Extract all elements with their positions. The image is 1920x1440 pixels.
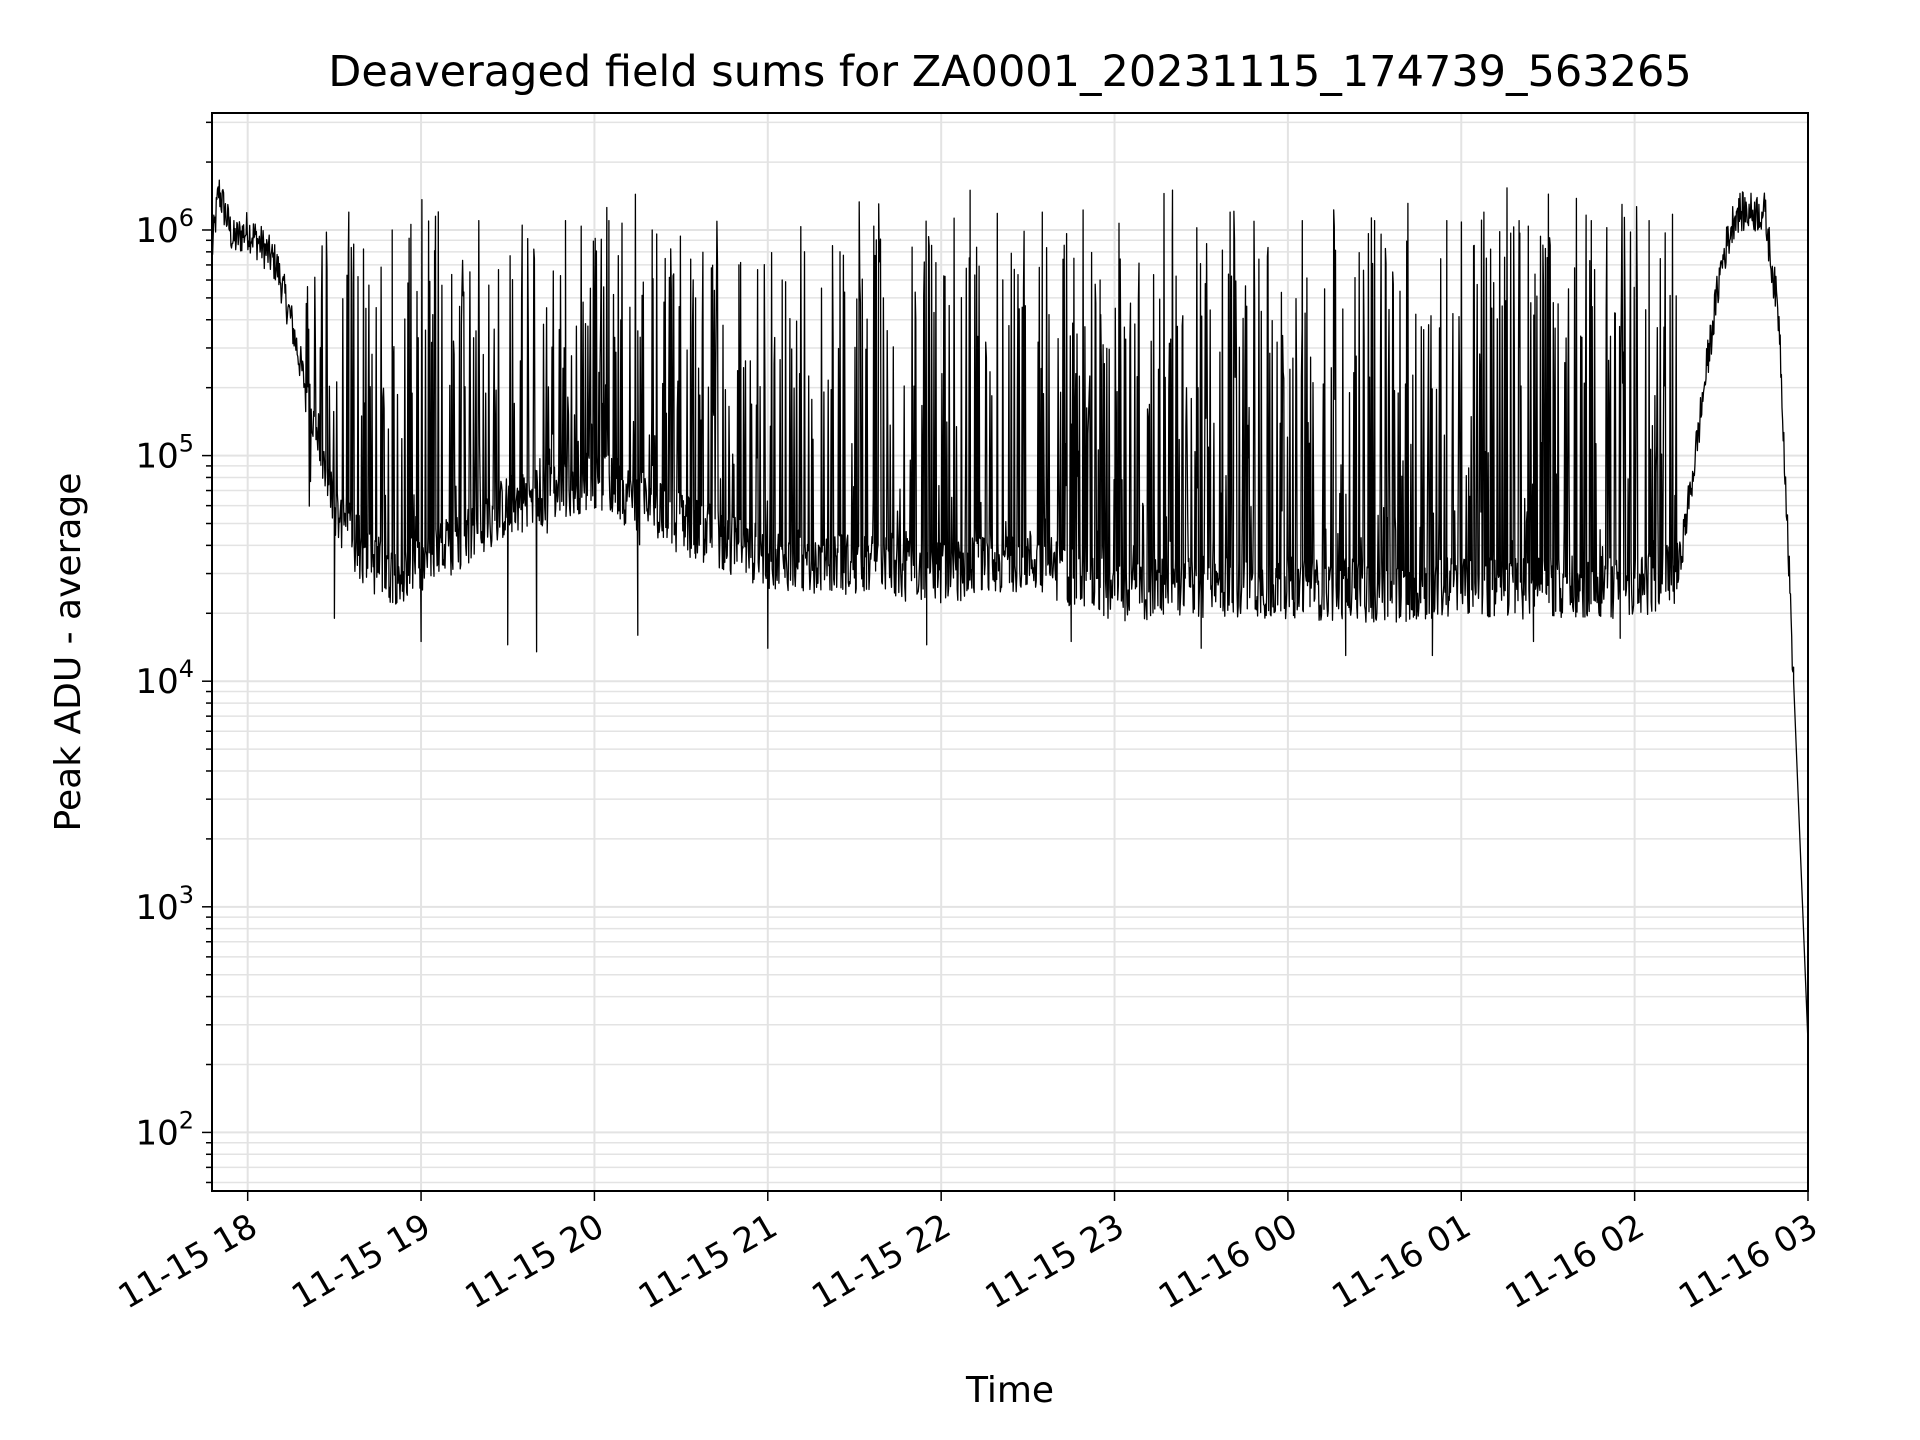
y-tick-exponent: 4 bbox=[179, 655, 194, 683]
y-axis-label: Peak ADU - average bbox=[48, 473, 89, 832]
y-tick-exponent: 3 bbox=[179, 881, 194, 909]
y-tick-label: 103 bbox=[135, 881, 194, 928]
y-tick-label: 102 bbox=[135, 1106, 194, 1153]
y-tick-base: 10 bbox=[135, 437, 178, 477]
y-tick-label: 104 bbox=[135, 655, 194, 702]
series-line bbox=[211, 179, 1809, 1043]
y-tick-base: 10 bbox=[135, 662, 178, 702]
plot-area-frame bbox=[211, 112, 1809, 1192]
y-tick-label: 105 bbox=[135, 430, 194, 477]
x-axis-label: Time bbox=[965, 1370, 1054, 1411]
y-tick-base: 10 bbox=[135, 888, 178, 928]
chart-title: Deaveraged field sums for ZA0001_2023111… bbox=[328, 47, 1691, 97]
y-tick-label: 106 bbox=[135, 204, 194, 251]
y-tick-base: 10 bbox=[135, 1113, 178, 1153]
y-tick-exponent: 5 bbox=[179, 430, 194, 458]
data-series bbox=[211, 179, 1809, 1043]
y-tick-exponent: 6 bbox=[179, 204, 194, 232]
y-tick-exponent: 2 bbox=[179, 1106, 194, 1134]
grid bbox=[212, 113, 1809, 1191]
y-tick-base: 10 bbox=[135, 211, 178, 251]
